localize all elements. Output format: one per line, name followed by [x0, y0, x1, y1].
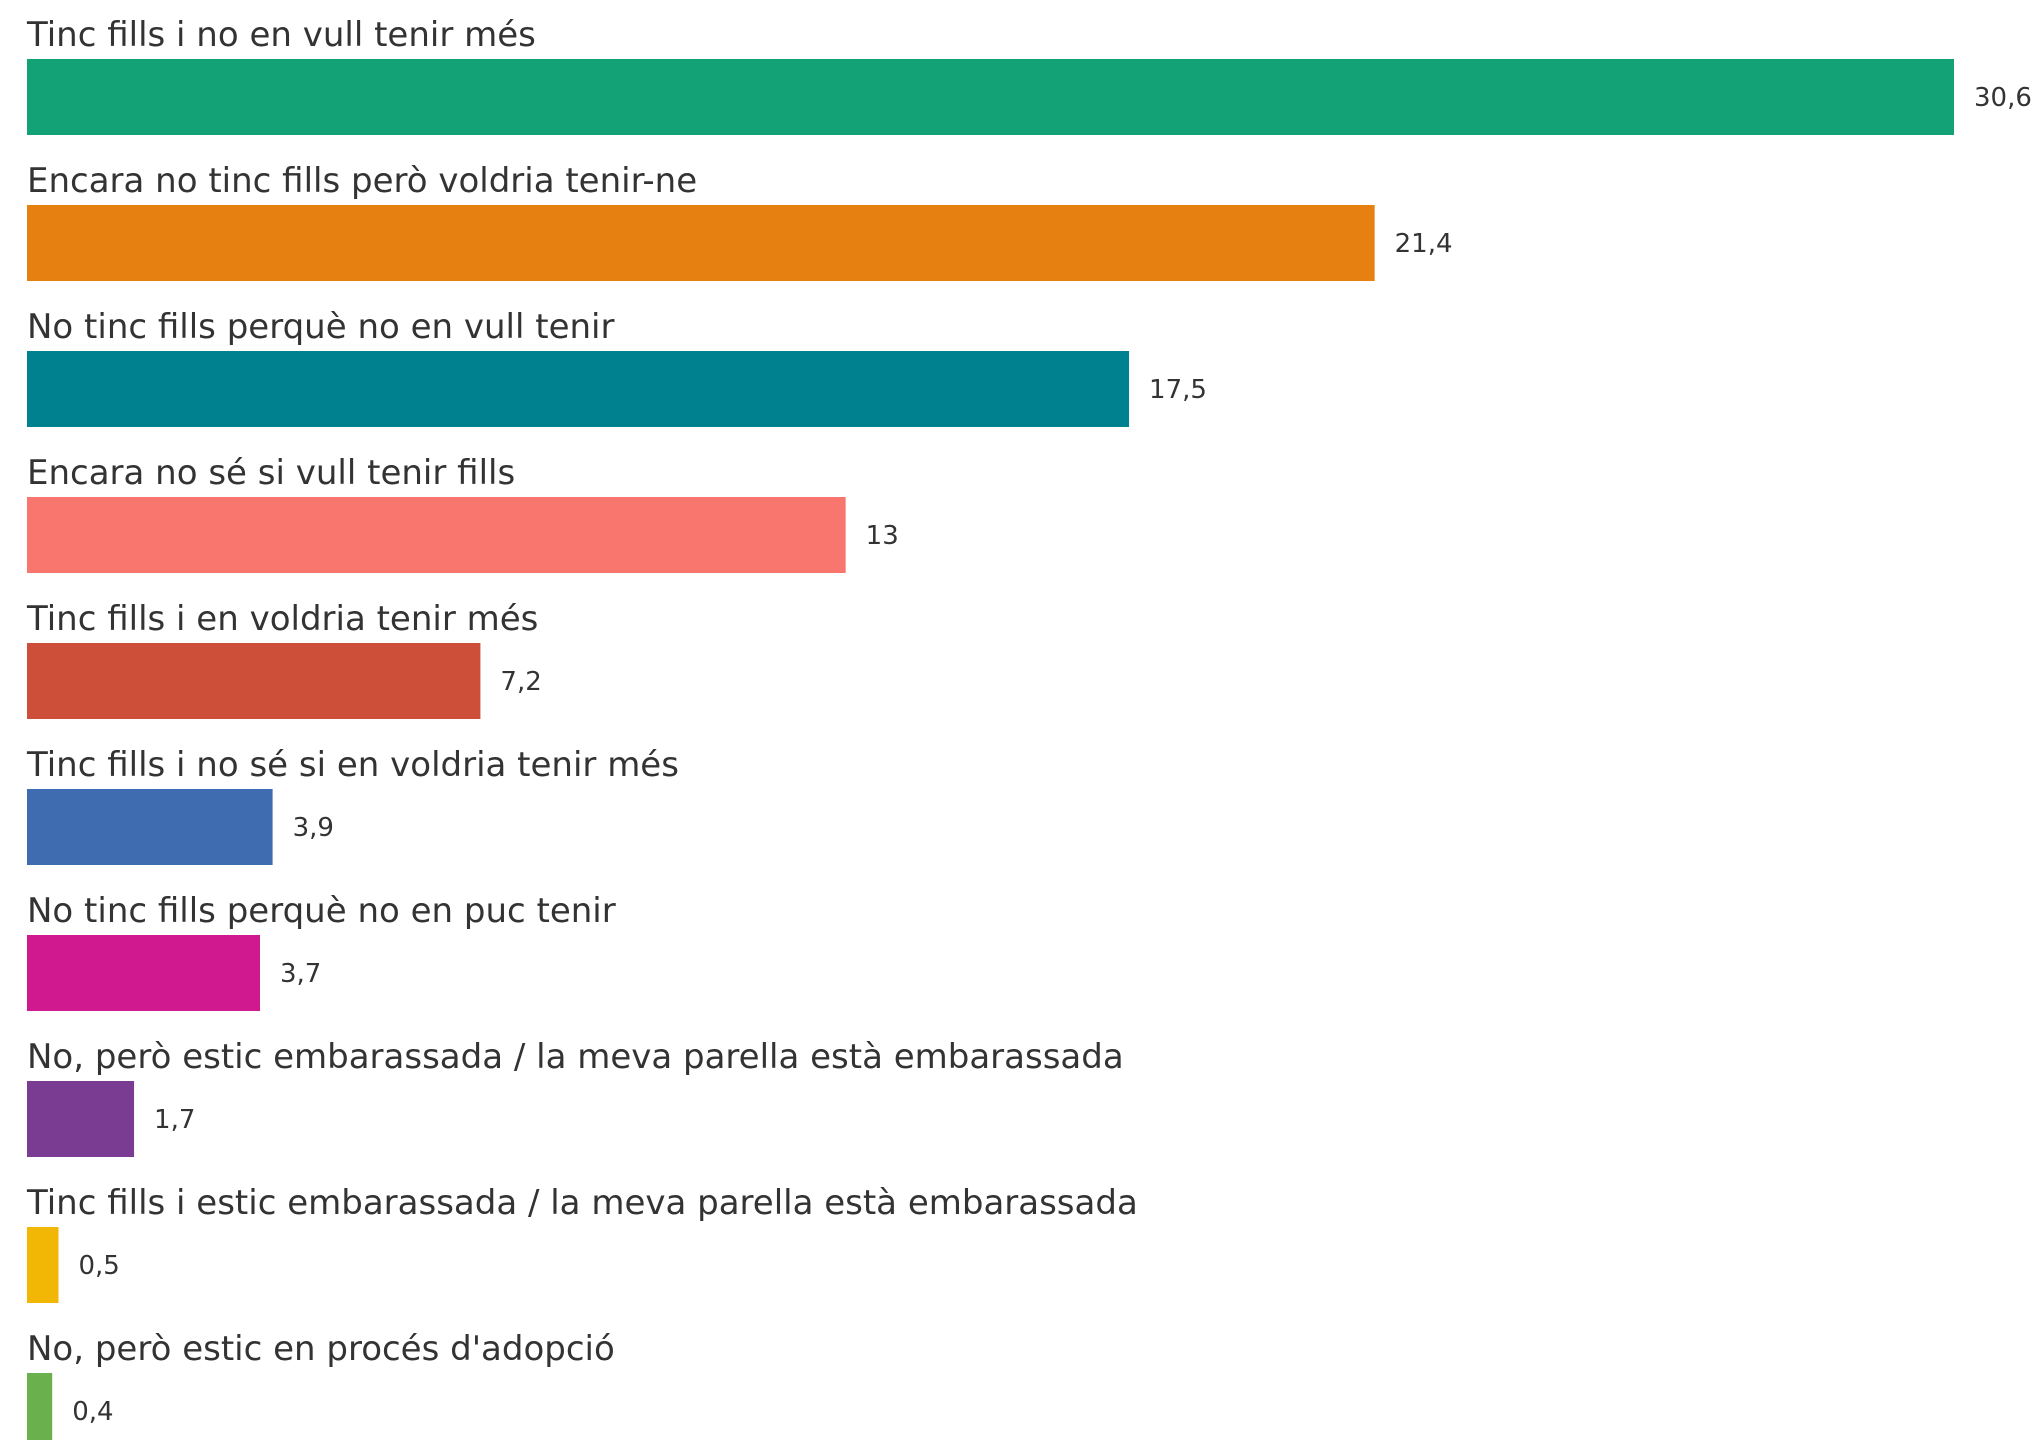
category-label: No tinc fills perquè no en puc tenir — [27, 891, 616, 931]
category-label: Tinc fills i estic embarassada / la meva… — [26, 1183, 1138, 1223]
category-label: No tinc fills perquè no en vull tenir — [27, 307, 614, 347]
category-label: Encara no tinc fills però voldria tenir-… — [27, 161, 697, 201]
category-label: No, però estic en procés d'adopció — [27, 1329, 615, 1369]
value-label: 13 — [866, 521, 899, 551]
value-label: 30,6 — [1974, 83, 2032, 113]
category-label: Tinc fills i no sé si en voldria tenir m… — [26, 745, 679, 785]
bar — [27, 351, 1130, 427]
bar — [27, 59, 1954, 135]
category-label: Encara no sé si vull tenir fills — [27, 453, 515, 493]
value-label: 3,9 — [293, 813, 334, 843]
bar — [27, 935, 261, 1011]
value-label: 0,5 — [78, 1251, 119, 1281]
bar — [27, 1081, 135, 1157]
bars-group: Tinc fills i no en vull tenir més 30,6 Enc… — [26, 15, 2032, 1440]
bar — [27, 643, 481, 719]
value-label: 1,7 — [154, 1105, 195, 1135]
category-label: Tinc fills i no en vull tenir més — [26, 15, 536, 55]
bar — [27, 1373, 53, 1440]
bar — [27, 789, 273, 865]
value-label: 3,7 — [280, 959, 321, 989]
value-label: 21,4 — [1395, 229, 1453, 259]
value-label: 7,2 — [500, 667, 541, 697]
bar — [27, 497, 846, 573]
bar — [27, 1227, 59, 1303]
category-label: Tinc fills i en voldria tenir més — [26, 599, 538, 639]
value-label: 17,5 — [1149, 375, 1207, 405]
bar — [27, 205, 1375, 281]
value-label: 0,4 — [72, 1397, 113, 1427]
category-label: No, però estic embarassada / la meva par… — [27, 1037, 1124, 1077]
